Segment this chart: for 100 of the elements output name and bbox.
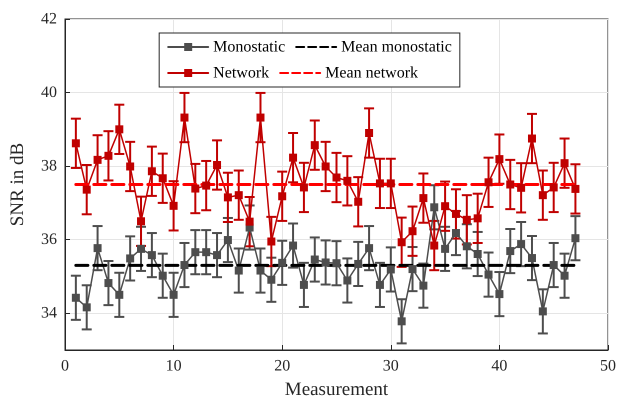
point	[180, 114, 188, 122]
legend-label: Network	[213, 64, 270, 82]
point	[310, 141, 319, 150]
point	[484, 178, 493, 186]
point	[571, 184, 580, 193]
point	[137, 244, 146, 253]
point	[517, 184, 526, 192]
point	[354, 198, 362, 206]
point	[289, 154, 298, 162]
point	[474, 214, 482, 222]
point	[191, 184, 200, 193]
x-tick-label: 30	[382, 358, 399, 374]
point	[354, 260, 362, 268]
point	[94, 156, 102, 164]
point	[441, 244, 450, 253]
point	[202, 248, 210, 256]
point	[213, 161, 222, 170]
y-axis-title: SNR in dB	[7, 142, 28, 226]
point	[343, 276, 352, 284]
point	[115, 290, 124, 299]
point	[538, 191, 547, 200]
point	[538, 307, 547, 316]
point	[343, 176, 352, 185]
y-tick-label: 36	[41, 231, 57, 248]
point	[495, 155, 504, 164]
point	[246, 218, 254, 226]
point	[82, 303, 91, 312]
point	[419, 282, 428, 290]
point	[571, 234, 580, 242]
point	[148, 167, 156, 176]
point	[300, 183, 308, 192]
point	[158, 272, 167, 280]
point	[278, 192, 286, 200]
legend-label: Mean network	[325, 64, 418, 82]
point	[289, 242, 298, 250]
point	[104, 279, 112, 288]
point	[267, 238, 276, 246]
point	[137, 217, 146, 226]
point	[234, 266, 243, 275]
point	[376, 179, 384, 188]
point	[386, 265, 395, 274]
point	[256, 266, 264, 275]
point	[398, 238, 406, 246]
point	[528, 254, 536, 262]
point	[158, 174, 167, 182]
x-tick-label: 40	[491, 358, 508, 374]
x-tick-label: 20	[274, 358, 290, 374]
point	[528, 134, 536, 143]
point	[550, 183, 558, 192]
point	[256, 114, 264, 122]
point	[430, 203, 438, 212]
point	[224, 193, 232, 202]
y-tick-label: 40	[41, 84, 57, 102]
point	[72, 294, 80, 302]
point	[474, 250, 482, 258]
point	[376, 280, 384, 289]
point	[441, 202, 450, 210]
x-tick-label: 10	[166, 358, 182, 374]
point	[322, 162, 330, 170]
point	[484, 270, 493, 279]
point	[560, 159, 569, 168]
point	[72, 139, 80, 148]
point	[170, 290, 178, 299]
x-axis-title: Measurement	[284, 379, 389, 400]
point	[115, 125, 124, 134]
point	[408, 227, 417, 236]
point	[506, 247, 514, 256]
point	[170, 202, 178, 210]
point	[300, 280, 308, 289]
y-tick-label: 42	[41, 10, 57, 28]
point	[452, 229, 460, 238]
point	[267, 276, 276, 284]
point	[517, 240, 526, 248]
point	[495, 290, 504, 298]
point	[332, 259, 340, 268]
point	[126, 162, 134, 170]
point	[365, 129, 374, 138]
point	[560, 272, 569, 280]
point	[104, 152, 112, 160]
point	[419, 194, 428, 202]
y-tick-label: 38	[41, 158, 57, 175]
point	[430, 242, 438, 250]
point	[452, 210, 460, 218]
point	[148, 251, 156, 260]
point	[332, 174, 340, 182]
point	[462, 216, 471, 224]
point	[180, 261, 188, 270]
point	[365, 244, 374, 252]
point	[202, 182, 210, 190]
legend-label: Mean monostatic	[341, 38, 452, 56]
x-tick-label: 50	[600, 358, 616, 374]
point	[310, 256, 319, 264]
x-tick-label: 0	[61, 358, 69, 374]
legend-label: Monostatic	[213, 38, 286, 56]
y-tick-label: 34	[41, 304, 57, 322]
point	[550, 261, 558, 270]
point	[506, 180, 514, 188]
point	[213, 251, 222, 260]
point	[224, 236, 232, 244]
point	[82, 186, 91, 194]
